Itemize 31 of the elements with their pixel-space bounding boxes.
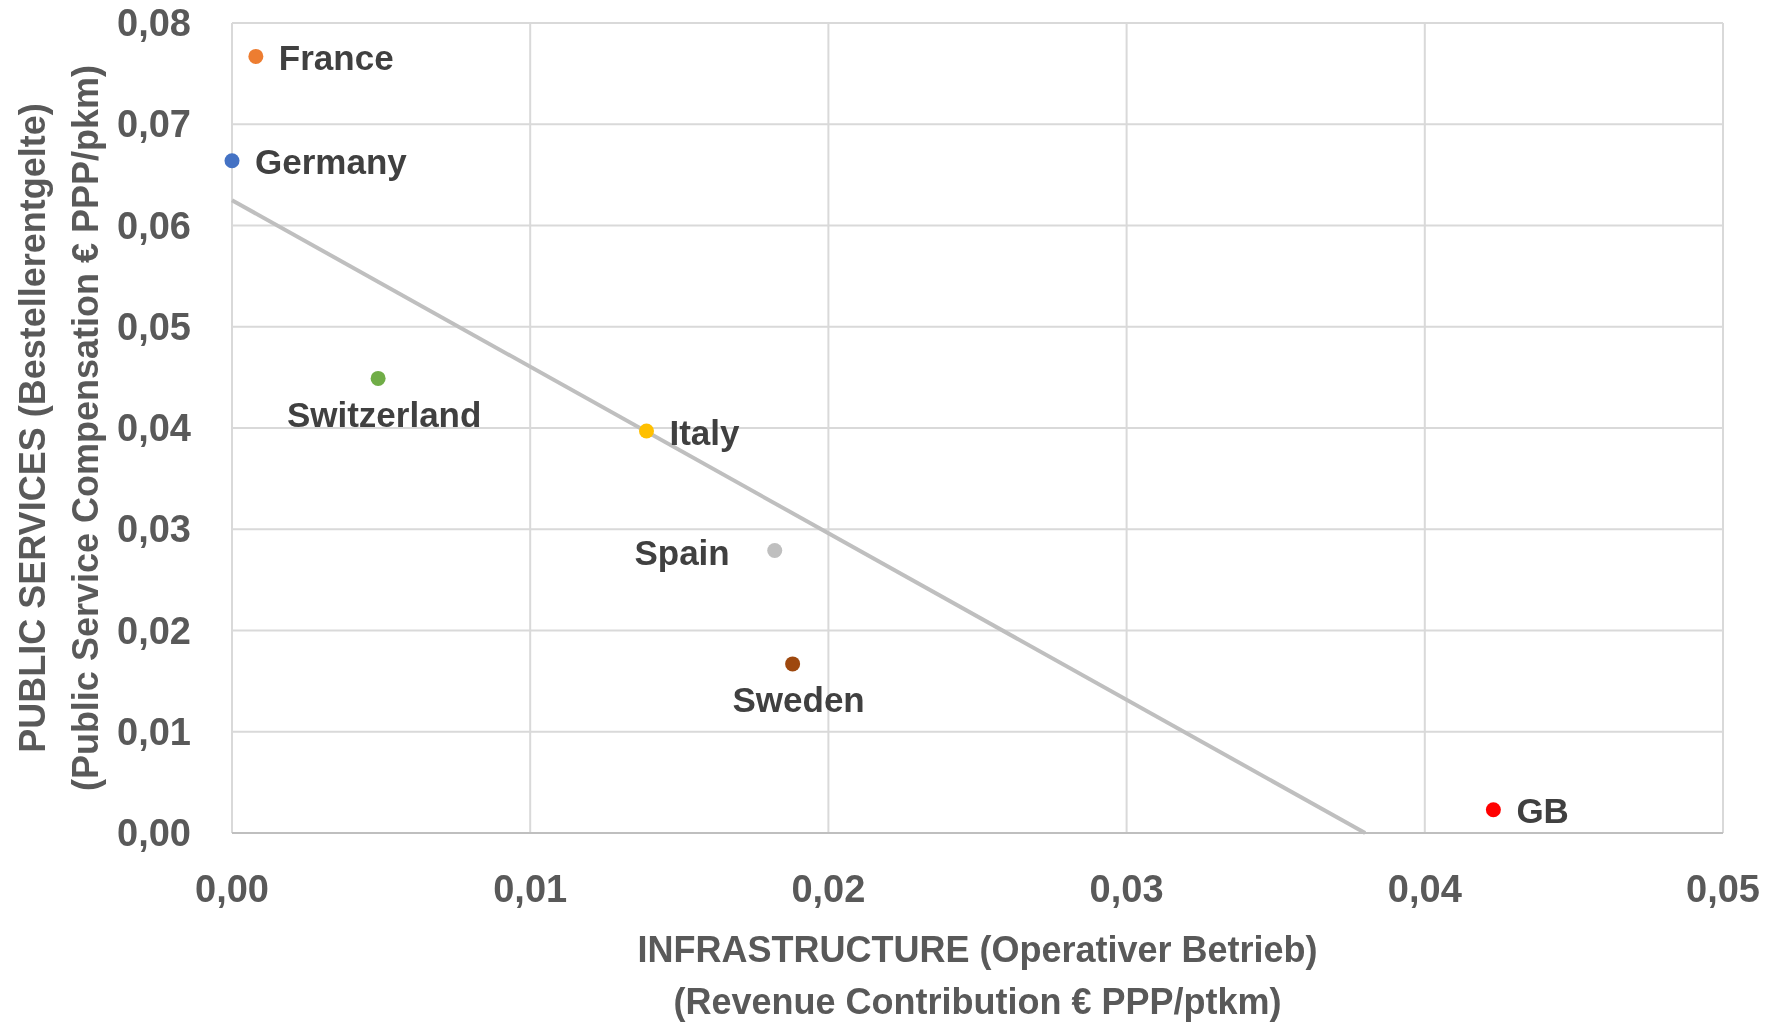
series-label: Spain <box>634 533 730 573</box>
y-tick-label: 0,02 <box>117 609 191 652</box>
y-tick-label: 0,07 <box>117 103 191 146</box>
series-label: Switzerland <box>286 394 482 434</box>
point <box>370 370 386 386</box>
series-label: Germany <box>255 142 408 182</box>
y-tick-label: 0,05 <box>117 305 191 348</box>
y-tick-label: 0,06 <box>117 204 191 247</box>
x-tick-label: 0,04 <box>1387 868 1462 910</box>
point <box>767 543 783 559</box>
point <box>639 423 654 439</box>
x-tick-label: 0,01 <box>493 868 568 910</box>
point <box>248 48 264 64</box>
series-label: Sweden <box>732 680 865 720</box>
x-tick-label: 0,03 <box>1089 868 1164 910</box>
y-tick-label: 0,04 <box>117 407 191 449</box>
y-tick-label: 0,03 <box>117 508 191 551</box>
y-axis-title: PUBLIC SERVICES (Bestellerentgelte) (Public Service Compensation € PPP/pkm) <box>11 64 106 792</box>
x-tick-label: 0,00 <box>195 868 269 910</box>
series-label: GB <box>1516 791 1569 831</box>
point <box>1485 802 1501 818</box>
y-tick-label: 0,01 <box>117 710 191 753</box>
y-tick-label: 0,00 <box>117 812 191 854</box>
point <box>785 656 801 672</box>
series-label: Italy <box>669 412 741 452</box>
x-axis-title: INFRASTRUCTURE (Operativer Betrieb) (Revenue Contribution € PPP/ptkm) <box>637 928 1318 1022</box>
point <box>224 153 240 169</box>
y-tick-label: 0,08 <box>117 2 191 44</box>
x-tick-label: 0,02 <box>791 868 866 910</box>
series-label: France <box>278 37 394 77</box>
x-tick-label: 0,05 <box>1686 868 1760 910</box>
